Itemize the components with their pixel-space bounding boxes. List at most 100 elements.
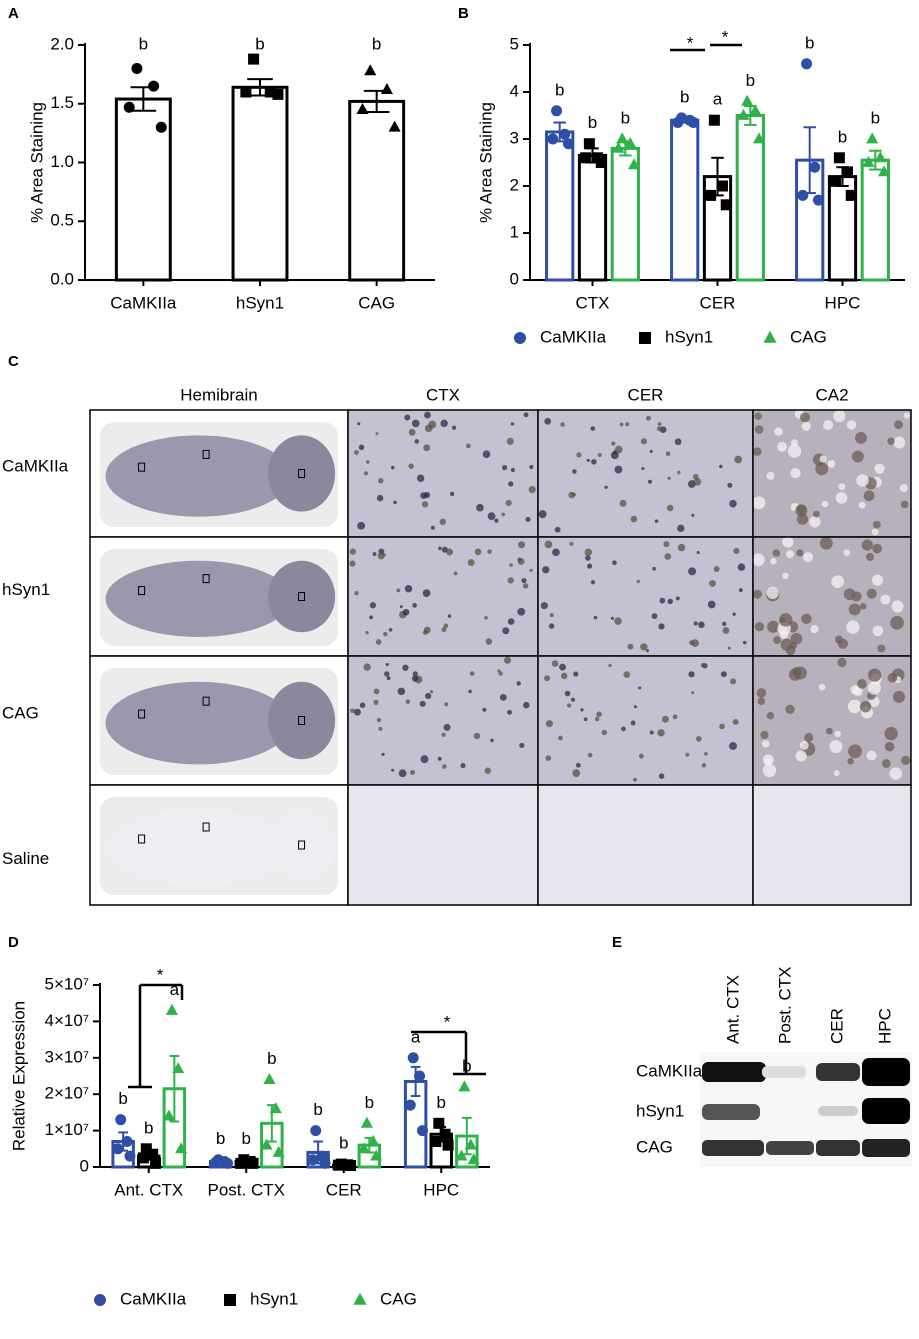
data-point bbox=[404, 1099, 416, 1111]
panel-label: D bbox=[8, 934, 19, 951]
data-point bbox=[123, 101, 135, 113]
cell bbox=[397, 687, 406, 696]
cell bbox=[558, 735, 563, 741]
cell bbox=[497, 669, 501, 673]
significance-letter: b bbox=[144, 1118, 153, 1137]
cell bbox=[517, 558, 525, 565]
data-point bbox=[307, 1154, 319, 1166]
cell bbox=[774, 427, 783, 436]
cell bbox=[422, 629, 429, 635]
cell bbox=[596, 711, 602, 718]
cell bbox=[691, 639, 699, 647]
cell bbox=[887, 672, 898, 683]
cell bbox=[627, 643, 634, 650]
cell bbox=[863, 490, 875, 502]
cell bbox=[482, 450, 491, 459]
cell bbox=[708, 579, 716, 587]
y-tick-label: 0 bbox=[80, 1156, 89, 1175]
row-label: Saline bbox=[2, 849, 49, 868]
cell bbox=[597, 452, 602, 458]
data-point bbox=[155, 121, 167, 133]
cell bbox=[630, 515, 638, 523]
cell bbox=[443, 723, 451, 731]
cell bbox=[376, 717, 382, 723]
cell bbox=[827, 460, 836, 468]
cell bbox=[834, 730, 841, 738]
cell bbox=[412, 671, 418, 677]
bar bbox=[610, 146, 640, 282]
data-point bbox=[830, 175, 842, 187]
cell bbox=[801, 421, 811, 431]
cell bbox=[651, 613, 658, 619]
cell bbox=[649, 449, 653, 454]
data-point bbox=[809, 161, 821, 173]
band bbox=[816, 1140, 860, 1156]
cell bbox=[785, 704, 795, 715]
roi-box bbox=[298, 716, 306, 725]
data-point bbox=[137, 1152, 149, 1164]
micrograph bbox=[538, 656, 753, 785]
cell bbox=[659, 597, 666, 604]
micrograph bbox=[753, 785, 911, 905]
data-point bbox=[240, 86, 252, 98]
cell bbox=[638, 753, 644, 759]
annotation: * bbox=[687, 33, 694, 52]
cell bbox=[593, 615, 598, 620]
cell bbox=[722, 627, 730, 634]
cell bbox=[619, 422, 624, 427]
panel-e: E Ant. CTX Post. CTX CER HPC CaMKIIa hSyn1 CAG bbox=[612, 934, 912, 1167]
cell bbox=[604, 485, 608, 489]
cell bbox=[713, 566, 720, 572]
cell bbox=[837, 638, 849, 649]
y-tick-label: 0.5 bbox=[50, 211, 74, 230]
y-tick-label: 0.0 bbox=[50, 269, 74, 288]
cell bbox=[420, 755, 429, 764]
cell bbox=[545, 755, 552, 761]
cell bbox=[402, 664, 409, 671]
cell bbox=[408, 428, 416, 436]
cell bbox=[611, 441, 616, 446]
cell bbox=[610, 451, 619, 460]
data-point bbox=[260, 1138, 273, 1150]
cell bbox=[658, 623, 665, 630]
cell bbox=[766, 471, 775, 480]
x-tick-label: CER bbox=[326, 1180, 362, 1199]
cell bbox=[672, 714, 678, 720]
cell bbox=[698, 621, 705, 629]
cell bbox=[383, 631, 388, 637]
cell bbox=[753, 447, 762, 456]
cell bbox=[819, 536, 833, 550]
cell bbox=[484, 615, 488, 620]
cell bbox=[782, 572, 789, 580]
bar bbox=[577, 153, 608, 282]
bar bbox=[670, 118, 700, 282]
cell bbox=[866, 750, 877, 761]
cell bbox=[393, 500, 397, 505]
y-axis-label: % Area Staining bbox=[27, 102, 46, 223]
cell bbox=[349, 560, 356, 567]
cell bbox=[645, 649, 649, 653]
y-axis-label: Relative Expression bbox=[9, 1001, 28, 1151]
data-point bbox=[357, 1142, 371, 1154]
cell bbox=[363, 471, 369, 476]
cell bbox=[633, 777, 637, 782]
significance-letter: b bbox=[313, 1100, 322, 1119]
cell bbox=[586, 458, 590, 462]
cell bbox=[439, 518, 446, 526]
cell bbox=[867, 681, 881, 695]
bar bbox=[231, 85, 289, 282]
cell bbox=[485, 638, 493, 645]
cell bbox=[416, 474, 425, 483]
data-point bbox=[612, 141, 625, 153]
cell bbox=[529, 568, 533, 573]
data-point bbox=[547, 133, 559, 145]
significance-letter: b bbox=[588, 113, 597, 132]
cell bbox=[667, 476, 671, 480]
significance-letter: b bbox=[437, 1093, 446, 1112]
cell bbox=[365, 460, 370, 464]
cell bbox=[843, 549, 850, 556]
cell bbox=[560, 672, 568, 680]
data-point bbox=[741, 94, 754, 106]
cell bbox=[494, 518, 499, 523]
data-point bbox=[467, 1153, 480, 1165]
